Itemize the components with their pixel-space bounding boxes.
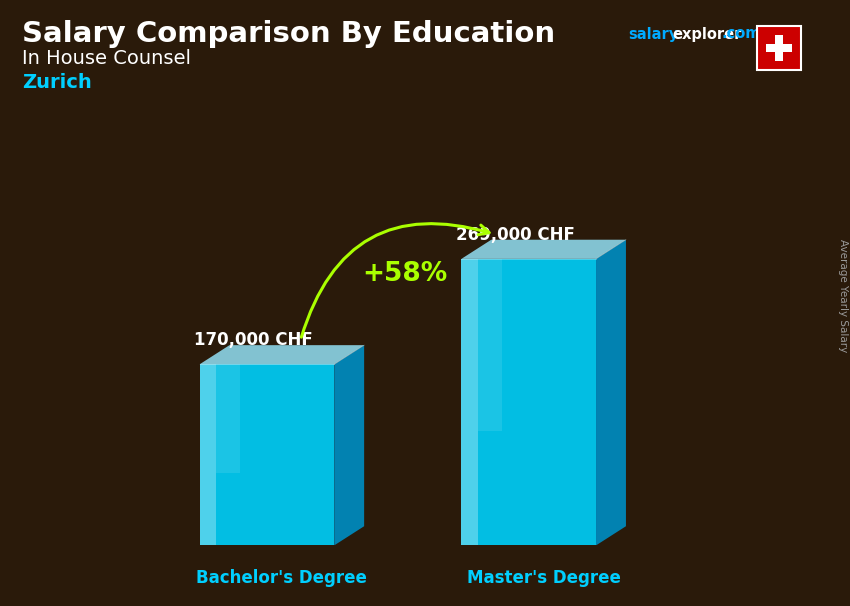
Polygon shape	[478, 259, 502, 431]
Text: Bachelor's Degree: Bachelor's Degree	[196, 569, 367, 587]
Text: Zurich: Zurich	[22, 73, 92, 93]
FancyBboxPatch shape	[757, 26, 801, 70]
Text: Salary Comparison By Education: Salary Comparison By Education	[22, 20, 555, 48]
Text: 269,000 CHF: 269,000 CHF	[456, 226, 575, 244]
Text: In House Counsel: In House Counsel	[22, 50, 191, 68]
Text: Master's Degree: Master's Degree	[467, 569, 620, 587]
Text: explorer: explorer	[672, 27, 741, 41]
Polygon shape	[596, 240, 626, 545]
Polygon shape	[200, 364, 334, 545]
Polygon shape	[462, 259, 596, 545]
Polygon shape	[216, 364, 240, 473]
Polygon shape	[200, 345, 364, 364]
FancyBboxPatch shape	[774, 35, 784, 61]
Text: Average Yearly Salary: Average Yearly Salary	[838, 239, 848, 353]
Text: salary: salary	[628, 27, 678, 41]
Polygon shape	[462, 259, 478, 545]
Polygon shape	[200, 364, 216, 545]
Polygon shape	[462, 240, 626, 259]
FancyBboxPatch shape	[766, 44, 792, 52]
Text: .com: .com	[722, 27, 762, 41]
Text: 170,000 CHF: 170,000 CHF	[194, 331, 313, 350]
Text: +58%: +58%	[363, 261, 448, 287]
Polygon shape	[334, 345, 364, 545]
